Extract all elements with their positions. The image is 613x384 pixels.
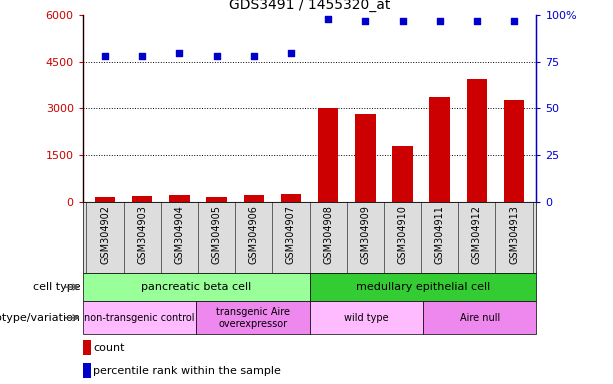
Text: percentile rank within the sample: percentile rank within the sample: [93, 366, 281, 376]
Text: Aire null: Aire null: [460, 313, 500, 323]
Point: [211, 53, 221, 60]
Text: non-transgenic control: non-transgenic control: [84, 313, 195, 323]
Bar: [355, 114, 376, 202]
Point: [472, 18, 482, 24]
Text: cell type: cell type: [33, 282, 80, 292]
Text: pancreatic beta cell: pancreatic beta cell: [141, 282, 251, 292]
Point: [323, 16, 333, 22]
Text: GSM304907: GSM304907: [286, 205, 296, 264]
Text: wild type: wild type: [344, 313, 389, 323]
Title: GDS3491 / 1455320_at: GDS3491 / 1455320_at: [229, 0, 390, 12]
Text: GSM304906: GSM304906: [249, 205, 259, 264]
Bar: [281, 194, 301, 202]
Bar: [423, 301, 536, 334]
Bar: [318, 108, 338, 202]
Text: genotype/variation: genotype/variation: [0, 313, 80, 323]
Bar: [243, 195, 264, 202]
Text: transgenic Aire
overexpressor: transgenic Aire overexpressor: [216, 307, 290, 329]
Point: [509, 18, 519, 24]
Point: [398, 18, 408, 24]
Text: GSM304911: GSM304911: [435, 205, 444, 264]
Point: [435, 18, 444, 24]
Text: count: count: [93, 343, 124, 353]
Text: GSM304903: GSM304903: [137, 205, 147, 264]
Bar: [207, 197, 227, 202]
Bar: [310, 301, 423, 334]
Bar: [83, 202, 536, 273]
Bar: [169, 195, 189, 202]
Text: GSM304908: GSM304908: [323, 205, 333, 264]
Bar: [132, 196, 153, 202]
Bar: [392, 146, 413, 202]
Point: [137, 53, 147, 60]
Point: [100, 53, 110, 60]
Text: GSM304904: GSM304904: [175, 205, 185, 264]
Text: medullary epithelial cell: medullary epithelial cell: [356, 282, 490, 292]
Bar: [83, 273, 310, 301]
Bar: [83, 301, 196, 334]
Point: [249, 53, 259, 60]
Text: GSM304913: GSM304913: [509, 205, 519, 264]
Bar: [504, 100, 524, 202]
Point: [286, 50, 296, 56]
Text: GSM304910: GSM304910: [397, 205, 408, 264]
Text: GSM304905: GSM304905: [211, 205, 222, 264]
Bar: [430, 97, 450, 202]
Point: [360, 18, 370, 24]
Bar: [83, 363, 91, 378]
Bar: [83, 340, 91, 355]
Point: [175, 50, 185, 56]
Bar: [310, 273, 536, 301]
Text: GSM304902: GSM304902: [100, 205, 110, 264]
Text: GSM304909: GSM304909: [360, 205, 370, 264]
Text: GSM304912: GSM304912: [472, 205, 482, 264]
Bar: [95, 197, 115, 202]
Bar: [196, 301, 310, 334]
Bar: [466, 79, 487, 202]
